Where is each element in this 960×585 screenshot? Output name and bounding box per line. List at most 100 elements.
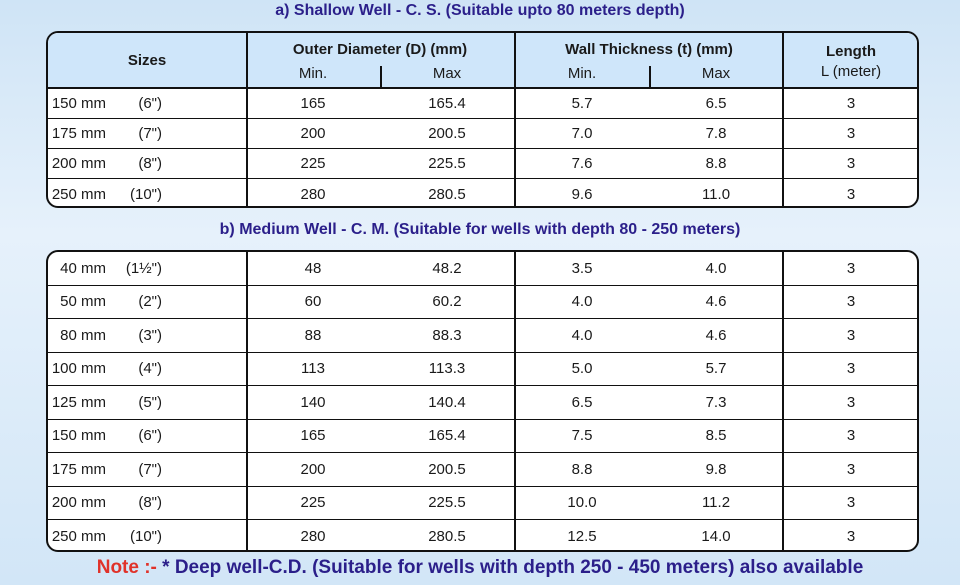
size-inch: (7") bbox=[138, 125, 162, 142]
cell-wt-min: 10.0 bbox=[567, 494, 597, 512]
cell-length: 3 bbox=[846, 460, 856, 478]
cell-od-max: 140.4 bbox=[428, 393, 466, 411]
cell-od-max: 280.5 bbox=[428, 185, 466, 203]
cell-length: 3 bbox=[846, 360, 856, 378]
size-inch: (8") bbox=[138, 494, 162, 512]
cell-size: 250 mm (10") bbox=[48, 179, 246, 206]
cell-size: 175 mm (7") bbox=[48, 119, 246, 148]
cell-size: 150 mm (6") bbox=[48, 89, 246, 118]
table-row: 175 mm (7") 200 200.5 8.8 9.8 3 bbox=[48, 453, 917, 487]
table-row: 250 mm (10") 280 280.5 12.5 14.0 3 bbox=[48, 520, 917, 550]
cell-length: 3 bbox=[846, 528, 856, 546]
cell-wt-max: 4.6 bbox=[705, 326, 727, 344]
table-row: 175 mm (7") 200 200.5 7.0 7.8 3 bbox=[48, 119, 917, 149]
cell-od-max: 88.3 bbox=[432, 326, 462, 344]
table-row: 125 mm (5") 140 140.4 6.5 7.3 3 bbox=[48, 386, 917, 420]
cell-wt-min: 7.0 bbox=[571, 125, 593, 142]
size-inch: (10") bbox=[130, 528, 162, 546]
cell-wt-max: 7.3 bbox=[705, 393, 727, 411]
size-mm: 150 mm bbox=[51, 427, 106, 445]
size-mm: 200 mm bbox=[51, 155, 106, 172]
cell-wt-max: 11.2 bbox=[701, 494, 731, 512]
table-row: 250 mm (10") 280 280.5 9.6 11.0 3 bbox=[48, 179, 917, 206]
header-wt-min: Min. bbox=[567, 65, 597, 82]
cell-od-max: 48.2 bbox=[432, 259, 462, 277]
table-row: 100 mm (4") 113 113.3 5.0 5.7 3 bbox=[48, 353, 917, 386]
size-mm: 250 mm bbox=[51, 185, 106, 203]
column-divider bbox=[782, 33, 784, 206]
cell-wt-max: 6.5 bbox=[705, 95, 727, 112]
cell-length: 3 bbox=[846, 494, 856, 512]
cell-wt-max: 11.0 bbox=[701, 185, 731, 203]
cell-od-max: 225.5 bbox=[428, 494, 466, 512]
header-outer-diameter: Outer Diameter (D) (mm) bbox=[292, 41, 468, 58]
cell-wt-min: 4.0 bbox=[571, 326, 593, 344]
size-inch: (1½") bbox=[125, 259, 162, 277]
cell-wt-min: 7.6 bbox=[571, 155, 593, 172]
cell-length: 3 bbox=[846, 293, 856, 311]
cell-od-max: 200.5 bbox=[428, 125, 466, 142]
size-mm: 175 mm bbox=[51, 460, 106, 478]
header-od-min: Min. bbox=[298, 65, 328, 82]
cell-od-min: 280 bbox=[300, 528, 326, 546]
cell-od-min: 200 bbox=[300, 460, 326, 478]
cell-wt-max: 14.0 bbox=[701, 528, 731, 546]
cell-wt-max: 9.8 bbox=[705, 460, 727, 478]
cell-wt-min: 8.8 bbox=[571, 460, 593, 478]
column-divider bbox=[514, 252, 516, 550]
cell-size: 80 mm (3") bbox=[48, 319, 246, 352]
size-mm: 40 mm bbox=[60, 259, 106, 277]
shallow-well-table: Sizes Outer Diameter (D) (mm) Wall Thick… bbox=[46, 31, 919, 208]
cell-wt-min: 4.0 bbox=[571, 293, 593, 311]
cell-od-min: 113 bbox=[301, 360, 325, 378]
cell-wt-min: 6.5 bbox=[571, 393, 593, 411]
cell-wt-min: 5.7 bbox=[571, 95, 593, 112]
table-row: 150 mm (6") 165 165.4 7.5 8.5 3 bbox=[48, 420, 917, 453]
cell-size: 200 mm (8") bbox=[48, 149, 246, 178]
cell-od-min: 140 bbox=[300, 393, 326, 411]
header-wall-thickness: Wall Thickness (t) (mm) bbox=[565, 41, 733, 58]
size-inch: (2") bbox=[138, 293, 162, 311]
cell-wt-max: 8.5 bbox=[705, 427, 727, 445]
header-wt-max: Max bbox=[701, 65, 731, 82]
cell-od-min: 165 bbox=[300, 95, 326, 112]
size-inch: (4") bbox=[138, 360, 162, 378]
size-mm: 50 mm bbox=[60, 293, 106, 311]
cell-wt-max: 4.0 bbox=[705, 259, 727, 277]
note-text: * Deep well-C.D. (Suitable for wells wit… bbox=[162, 557, 864, 578]
size-inch: (3") bbox=[138, 326, 162, 344]
cell-wt-max: 8.8 bbox=[705, 155, 727, 172]
section-b-title: b) Medium Well - C. M. (Suitable for wel… bbox=[219, 221, 741, 238]
size-inch: (6") bbox=[138, 95, 162, 112]
header-sizes: Sizes bbox=[127, 52, 167, 69]
cell-od-min: 225 bbox=[300, 494, 326, 512]
section-a-title: a) Shallow Well - C. S. (Suitable upto 8… bbox=[275, 2, 685, 19]
cell-size: 125 mm (5") bbox=[48, 386, 246, 419]
footnote: Note :- * Deep well-C.D. (Suitable for w… bbox=[0, 557, 960, 579]
cell-od-max: 165.4 bbox=[428, 427, 466, 445]
table-row: 80 mm (3") 88 88.3 4.0 4.6 3 bbox=[48, 319, 917, 353]
column-divider bbox=[246, 33, 248, 206]
header-divider bbox=[380, 66, 382, 89]
size-inch: (5") bbox=[138, 393, 162, 411]
cell-od-min: 200 bbox=[300, 125, 326, 142]
cell-od-min: 88 bbox=[304, 326, 322, 344]
cell-length: 3 bbox=[846, 326, 856, 344]
size-inch: (10") bbox=[130, 185, 162, 203]
cell-wt-min: 5.0 bbox=[571, 360, 593, 378]
cell-od-max: 165.4 bbox=[428, 95, 466, 112]
table-row: 40 mm (1½") 48 48.2 3.5 4.0 3 bbox=[48, 252, 917, 286]
size-mm: 150 mm bbox=[51, 95, 106, 112]
cell-length: 3 bbox=[846, 95, 856, 112]
size-inch: (8") bbox=[138, 155, 162, 172]
header-od-max: Max bbox=[432, 65, 462, 82]
cell-od-min: 48 bbox=[304, 259, 322, 277]
cell-od-max: 60.2 bbox=[432, 293, 462, 311]
cell-wt-max: 7.8 bbox=[705, 125, 727, 142]
size-mm: 200 mm bbox=[51, 494, 106, 512]
cell-length: 3 bbox=[846, 185, 856, 203]
cell-wt-min: 3.5 bbox=[571, 259, 593, 277]
cell-wt-max: 5.7 bbox=[705, 360, 727, 378]
header-length-unit: L (meter) bbox=[820, 63, 882, 80]
cell-od-max: 113.3 bbox=[428, 360, 466, 378]
